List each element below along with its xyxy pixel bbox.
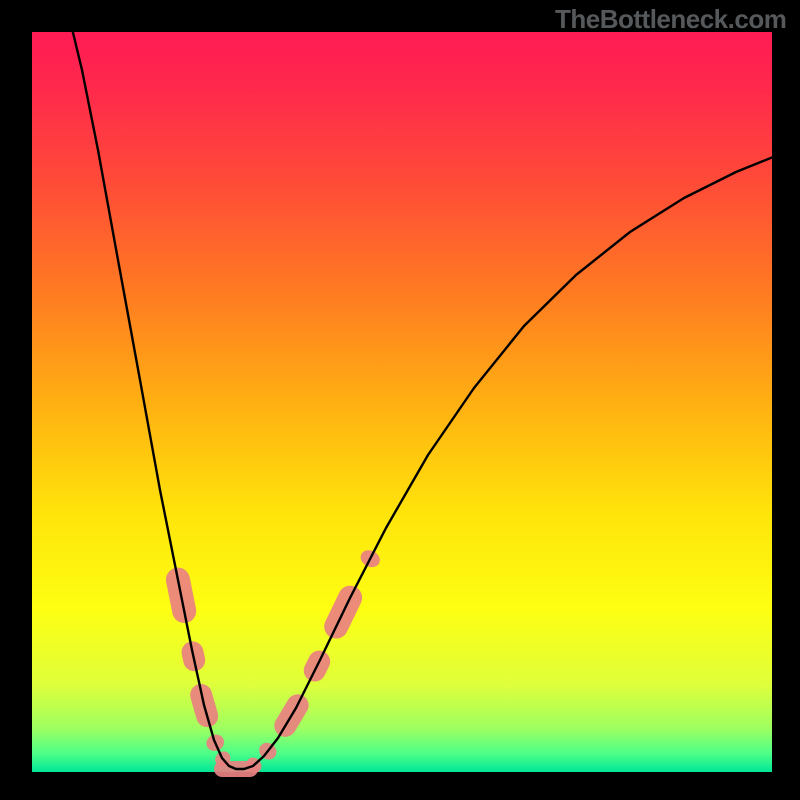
bottleneck-curve xyxy=(69,16,788,769)
chart-canvas: TheBottleneck.com xyxy=(0,0,800,800)
curve-layer xyxy=(0,0,800,800)
